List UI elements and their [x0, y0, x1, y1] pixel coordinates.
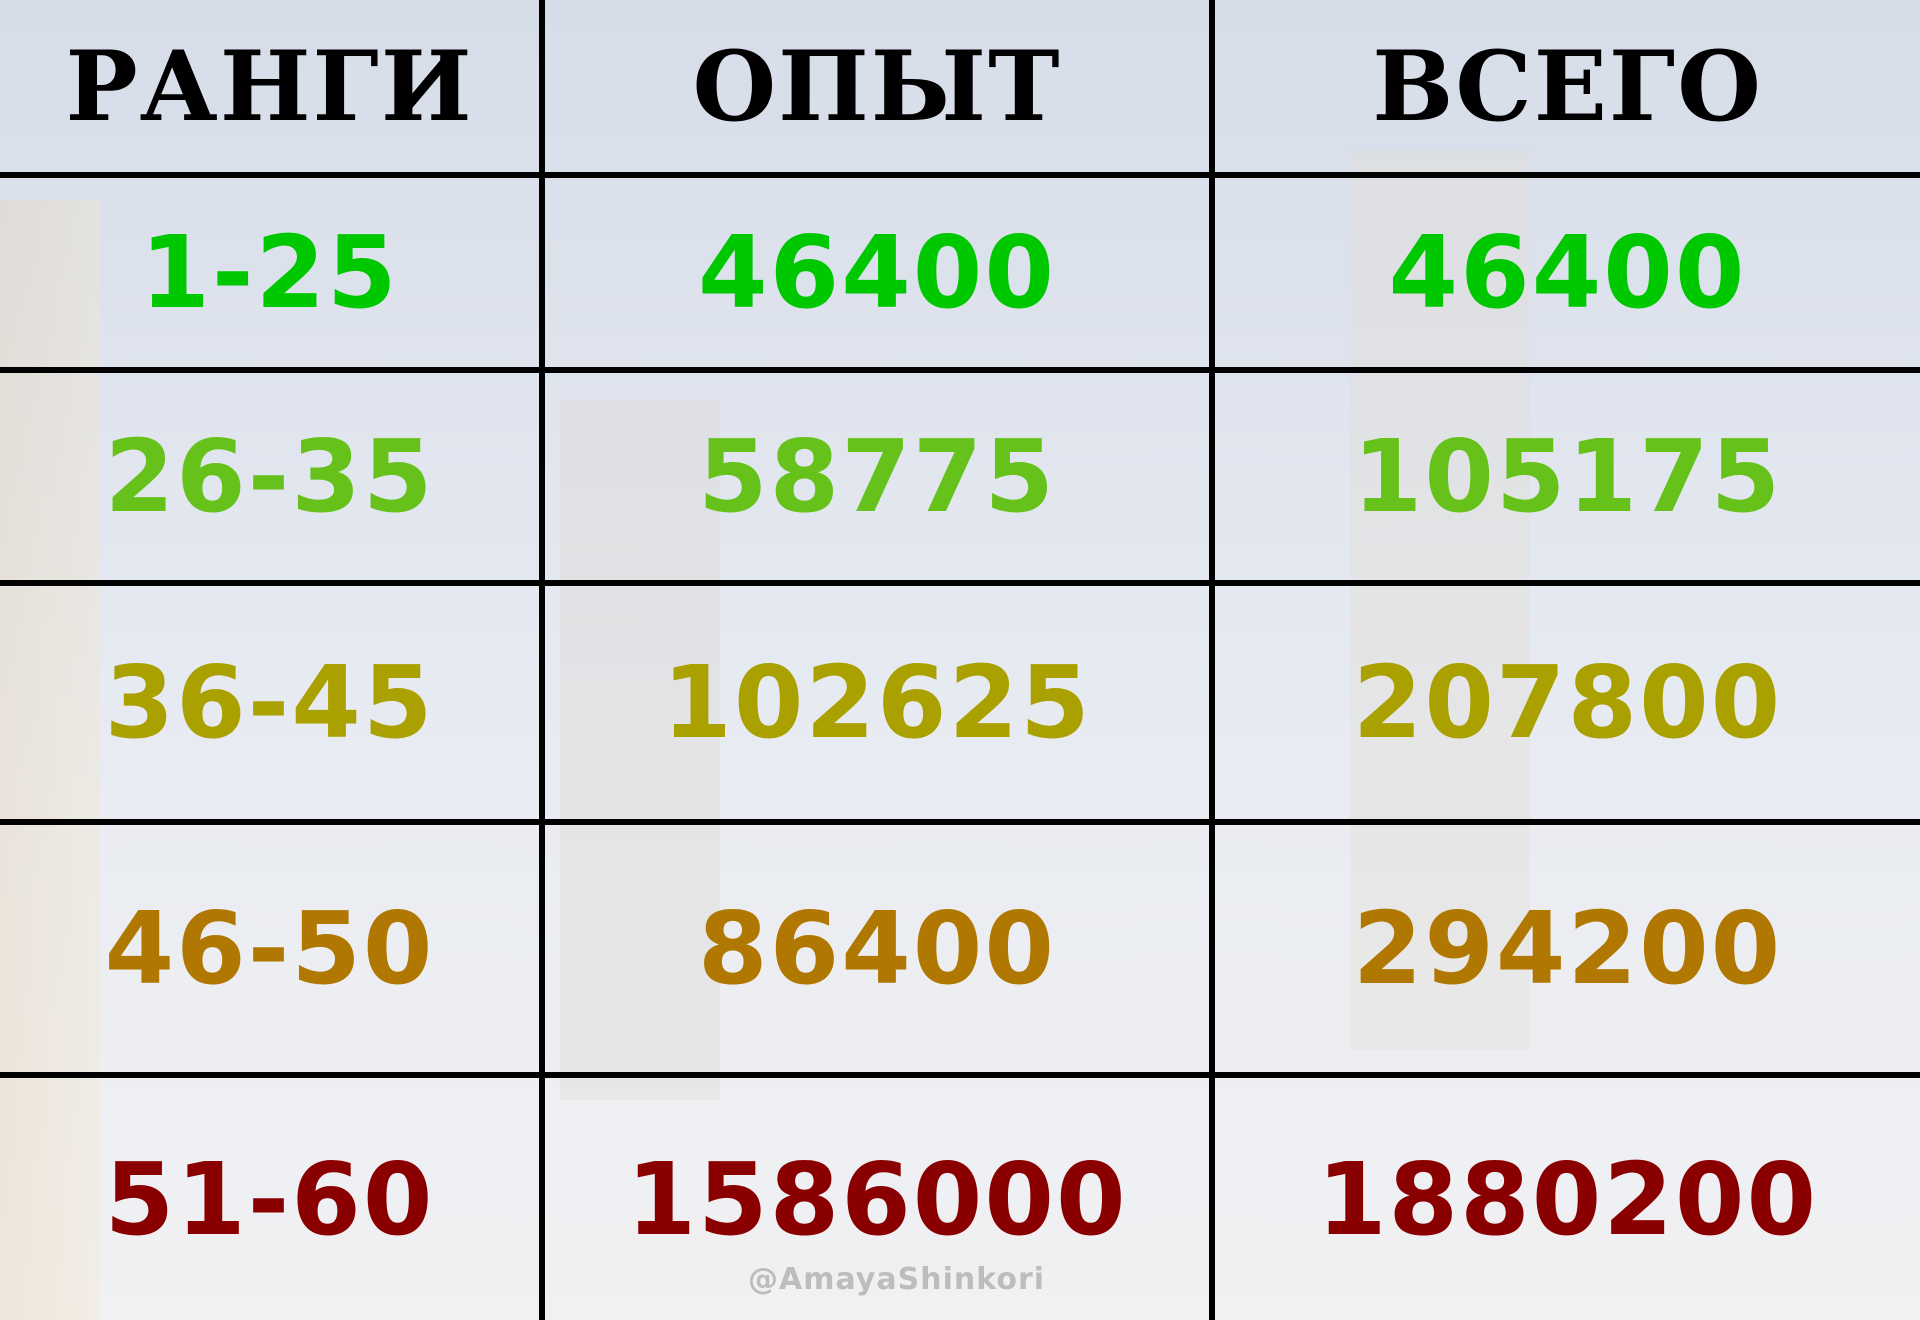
table-row: 36-45 102625 207800 — [0, 580, 1920, 825]
total-cell: 1880200 — [1209, 1072, 1920, 1320]
header-ranks: РАНГИ — [0, 0, 545, 179]
header-exp: ОПЫТ — [539, 0, 1215, 179]
rank-cell: 36-45 — [0, 580, 545, 825]
rank-cell: 26-35 — [0, 366, 545, 587]
watermark: @AmayaShinkori — [748, 1262, 1046, 1297]
rank-cell: 1-25 — [0, 172, 545, 373]
total-cell: 207800 — [1209, 580, 1920, 825]
table-row: 26-35 58775 105175 — [0, 366, 1920, 587]
exp-cell: 46400 — [539, 172, 1215, 373]
rank-cell: 46-50 — [0, 818, 545, 1079]
total-cell: 46400 — [1209, 172, 1920, 373]
table-row: 46-50 86400 294200 — [0, 818, 1920, 1079]
table-row: 1-25 46400 46400 — [0, 172, 1920, 373]
total-cell: 105175 — [1209, 366, 1920, 587]
table-row: 51-60 1586000 1880200 — [0, 1072, 1920, 1320]
header-total: ВСЕГО — [1209, 0, 1920, 179]
exp-cell: 86400 — [539, 818, 1215, 1079]
exp-cell: 1586000 — [539, 1072, 1215, 1320]
exp-cell: 58775 — [539, 366, 1215, 587]
rank-cell: 51-60 — [0, 1072, 545, 1320]
total-cell: 294200 — [1209, 818, 1920, 1079]
exp-cell: 102625 — [539, 580, 1215, 825]
header-row: РАНГИ ОПЫТ ВСЕГО — [0, 0, 1920, 179]
